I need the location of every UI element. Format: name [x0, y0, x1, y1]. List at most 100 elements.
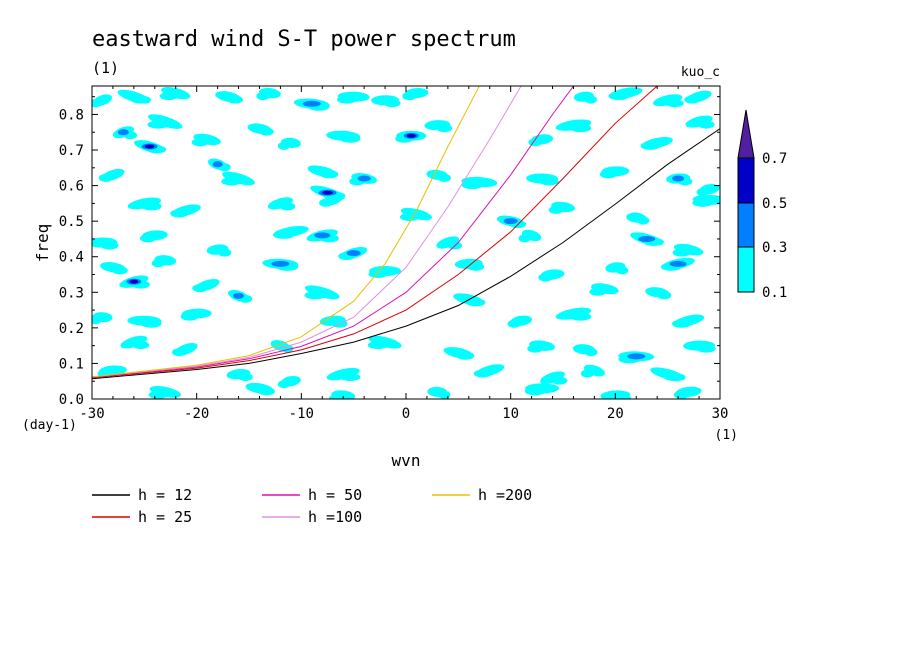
colorbar-segment: [737, 157, 755, 204]
contour-patch: [100, 262, 128, 275]
contour-patch: [526, 173, 559, 186]
contour-patch: [277, 137, 301, 150]
contour-patch: [518, 229, 542, 243]
contour-patch: [538, 269, 565, 282]
contour-patches: [92, 87, 720, 399]
x-tick-label: 0: [402, 406, 410, 422]
contour-patch: [367, 335, 402, 350]
x-tick-label: -10: [289, 406, 314, 422]
contour-patch: [226, 368, 253, 382]
contour-patch: [672, 243, 704, 257]
contour-patch: [454, 258, 485, 271]
contour-patch: [245, 382, 275, 396]
contour-patch: [371, 95, 401, 108]
contour-patch: [117, 89, 152, 104]
x-tick-label: -30: [79, 406, 104, 422]
contour-patch: [555, 307, 592, 321]
contour-patch: [134, 140, 167, 154]
contour-patch: [170, 204, 201, 218]
contour-patch: [306, 229, 339, 243]
contour-patch: [206, 244, 232, 257]
y-tick-label: 0.1: [59, 356, 84, 372]
y-tick-label: 0.4: [59, 250, 84, 266]
contour-patch: [626, 212, 650, 225]
y-tick-label: 0.5: [59, 214, 84, 230]
contour-patch: [473, 364, 505, 378]
contour-patch: [92, 94, 113, 108]
legend-label: h = 12: [138, 486, 192, 504]
curve-h200: [92, 86, 480, 378]
x-axis-label: wvn: [392, 451, 421, 470]
contour-patch: [215, 91, 243, 104]
contour-patch: [666, 173, 693, 186]
contour-patch: [92, 312, 113, 325]
contour-patch: [192, 278, 220, 293]
contour-patch: [555, 119, 592, 133]
contour-patch: [349, 173, 377, 186]
contour-patch: [424, 120, 453, 133]
contour-patch: [640, 136, 673, 150]
legend-item: h = 25: [92, 508, 192, 526]
contour-patch: [256, 87, 281, 101]
contour-patch: [618, 351, 655, 364]
x-tick-label: 10: [502, 406, 519, 422]
contour-patch: [650, 367, 686, 382]
axes: -30 -20 -10 0 10 20 30 0.0 0.1 0.2 0.3 0.4 0.5 0.6 0.7…: [59, 86, 729, 422]
colorbar-extend-arrow: [737, 109, 755, 159]
colorbar-segment: [737, 246, 755, 293]
contour-patch: [119, 275, 150, 289]
chart-subtitle-right: kuo_c: [681, 65, 720, 80]
x-tick-label: 30: [712, 406, 729, 422]
contour-patch: [304, 285, 340, 300]
contour-patch: [402, 88, 429, 101]
contour-patch: [127, 197, 162, 211]
contour-patch: [672, 314, 705, 328]
contour-patch: [326, 367, 361, 382]
curve-h12: [92, 128, 720, 380]
contour-patch: [147, 114, 183, 129]
contour-patch: [208, 158, 231, 172]
contour-patch: [653, 94, 684, 108]
contour-patch: [112, 126, 137, 140]
y-tick-label: 0.0: [59, 392, 84, 408]
contour-patch: [685, 115, 715, 129]
contour-patch: [461, 176, 498, 190]
contour-patch: [692, 194, 720, 207]
contour-patch: [191, 133, 221, 147]
y-tick-label: 0.7: [59, 143, 84, 159]
y-tick-label: 0.6: [59, 179, 84, 195]
y-unit-label: (day-1): [22, 418, 77, 433]
contour-patch: [696, 184, 720, 197]
contour-patch: [580, 364, 605, 378]
contour-patch: [589, 283, 619, 296]
contour-patch: [605, 262, 629, 275]
contour-patch: [228, 289, 253, 303]
legend-label: h =200: [478, 486, 532, 504]
y-axis-label: freq: [33, 224, 52, 263]
contour-patch: [399, 207, 433, 222]
contour-patch: [180, 308, 212, 321]
contour-patch: [507, 315, 533, 328]
curve-h50: [92, 86, 574, 378]
contour-patch: [151, 255, 177, 268]
contour-patch: [645, 287, 672, 300]
contour-patch: [572, 344, 598, 357]
x-tick-label: 20: [607, 406, 624, 422]
colorbar-label: 0.7: [762, 151, 787, 167]
contour-patch: [277, 375, 301, 389]
curve-h25: [92, 86, 658, 379]
colorbar: 0.1 0.3 0.5 0.7: [737, 109, 787, 301]
contour-patch: [329, 390, 356, 399]
contour-patch: [326, 130, 361, 143]
x-tick-label: -20: [184, 406, 209, 422]
contour-patch: [684, 90, 712, 104]
contour-patch: [338, 247, 368, 261]
contour-patch: [337, 91, 370, 104]
curve-h100: [92, 86, 522, 378]
contour-patch: [310, 185, 346, 200]
x-unit-label: (1): [715, 428, 738, 443]
contour-patch: [262, 258, 299, 271]
contour-patch: [159, 87, 191, 101]
legend-label: h = 50: [308, 486, 362, 504]
legend-item: h = 50: [262, 486, 362, 504]
